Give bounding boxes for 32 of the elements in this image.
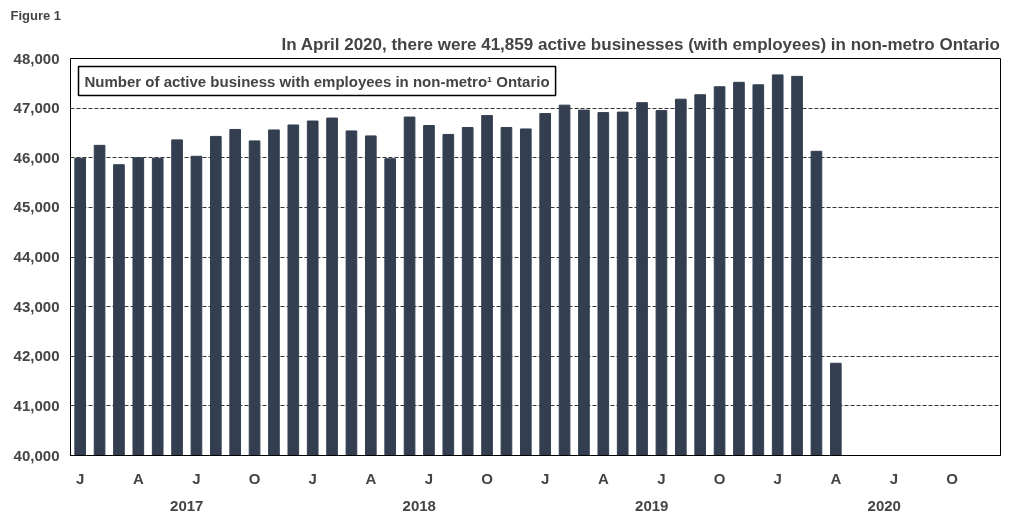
y-tick-label: 46,000 (13, 148, 60, 166)
y-tick-label: 40,000 (13, 446, 60, 464)
y-tick-label: 44,000 (13, 248, 60, 265)
text: 2019 (635, 496, 669, 514)
text: 2017 (170, 496, 204, 514)
text: Number of active business with employees in non-metro¹ Ontario (84, 72, 550, 90)
x-tick-label: J (773, 469, 782, 487)
x-tick-label: J (192, 469, 201, 487)
x-tick-label: O (713, 469, 726, 487)
x-tick-label: J (889, 469, 899, 487)
y-tick-label: 41,000 (13, 396, 60, 414)
x-tick-label: O (946, 469, 959, 487)
x-tick-label: O (481, 469, 494, 487)
chart-title: In April 2020, there were 41,859 active businesses (with employees) in non-metro Ontario (281, 34, 1000, 54)
x-tick-label: A (365, 469, 377, 487)
text: 2018 (402, 496, 436, 514)
x-tick-label: J (657, 469, 666, 487)
y-tick-label: 47,000 (13, 99, 60, 117)
x-tick-label: A (132, 469, 144, 487)
x-tick-label: J (424, 469, 434, 487)
x-tick-label: A (597, 469, 609, 487)
y-tick-label: 42,000 (13, 347, 60, 365)
caption: Figure 1 (10, 7, 62, 23)
x-tick-label: J (308, 469, 317, 487)
y-tick-label: 45,000 (13, 198, 60, 216)
x-tick-label: J (541, 469, 550, 487)
y-tick-label: 48,000 (13, 49, 60, 67)
x-tick-label: J (76, 469, 85, 487)
text: 2020 (867, 496, 901, 514)
x-tick-label: A (830, 469, 842, 487)
x-tick-label: O (248, 469, 261, 487)
y-tick-label: 43,000 (13, 297, 60, 315)
